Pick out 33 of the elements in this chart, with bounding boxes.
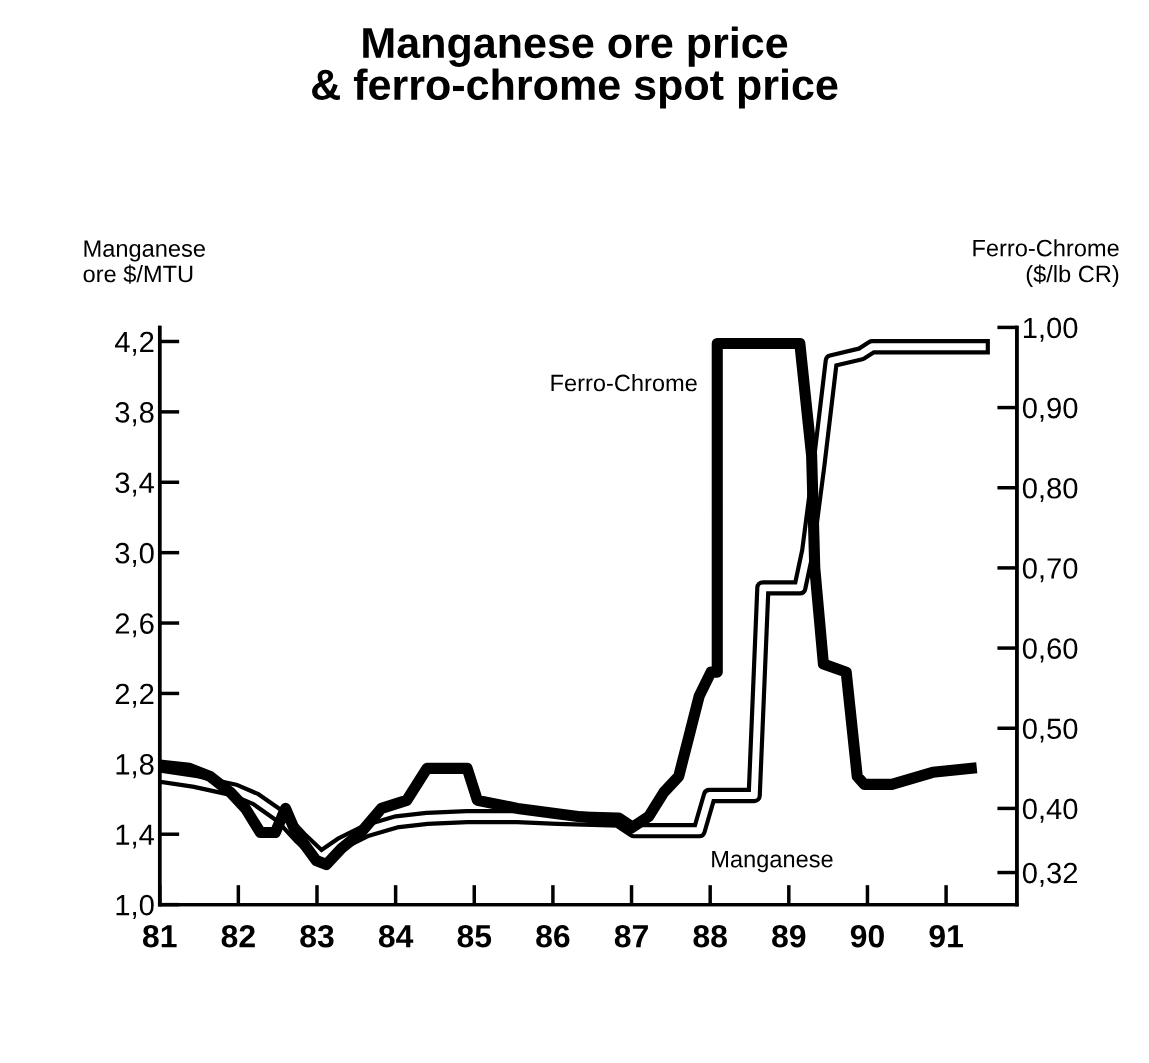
x-tick-label: 88: [693, 924, 727, 948]
x-tick-label: 85: [457, 924, 492, 948]
y-tick-label: 4,2: [114, 331, 154, 356]
y-tick-label: 2,6: [115, 613, 154, 638]
x-tick-label: 90: [850, 924, 884, 948]
y2-tick-label: 0,50: [1022, 718, 1078, 743]
y-tick-label: 3,4: [115, 472, 154, 497]
y-axis-title: Manganese ore $/MTU: [83, 240, 205, 284]
y-tick-label: 1,0: [116, 894, 154, 919]
y-tick-label: 1,4: [116, 824, 154, 849]
y2-tick-label: 0,32: [1022, 862, 1078, 887]
y2-tick-label: 1,00: [1023, 317, 1078, 342]
x-tick-label: 83: [300, 924, 334, 948]
y2-tick-label: 0,80: [1022, 477, 1078, 503]
y2-tick-label: 0,90: [1022, 397, 1078, 422]
y-tick-label: 2,2: [115, 683, 154, 708]
series-label: Ferro-Chrome: [551, 373, 697, 392]
y2-tick-label: 0,70: [1022, 558, 1078, 583]
y2-tick-label: 0,60: [1022, 638, 1078, 663]
y-tick-label: 3,0: [115, 542, 154, 567]
x-tick-label: 89: [772, 924, 806, 948]
chart-title: Manganese ore price & ferro-chrome spot price: [312, 26, 838, 109]
x-tick-label: 86: [536, 924, 570, 948]
y-tick-label: 3,8: [115, 402, 154, 427]
x-tick-label: 91: [929, 924, 963, 948]
x-tick-label: 87: [614, 924, 648, 948]
y-tick-label: 1,8: [116, 754, 154, 779]
y2-axis-title: Ferro-Chrome ($/lb CR): [973, 239, 1119, 287]
y2-tick-label: 0,40: [1022, 798, 1078, 823]
series-label: Manganese: [712, 851, 833, 873]
x-tick-label: 84: [378, 924, 414, 948]
x-tick-label: 81: [142, 924, 177, 948]
x-tick-label: 82: [221, 924, 255, 948]
